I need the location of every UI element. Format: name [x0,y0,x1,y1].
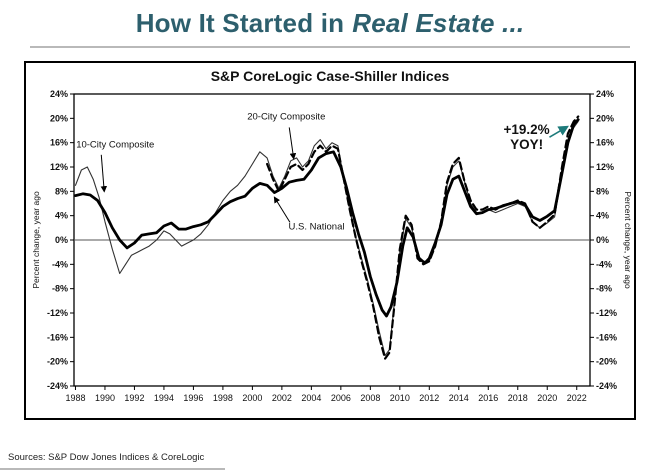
svg-text:1994: 1994 [154,393,174,403]
svg-text:16%: 16% [596,138,614,148]
y-axis-title-right: Percent change, year ago [623,191,632,289]
svg-text:-24%: -24% [596,381,617,391]
svg-text:-8%: -8% [596,284,612,294]
svg-text:-4%: -4% [596,259,612,269]
svg-text:-12%: -12% [596,308,617,318]
svg-text:-20%: -20% [47,357,68,367]
sources-note: Sources: S&P Dow Jones Indices & CoreLog… [8,452,205,463]
y-axis-labels: -24% -24% -20% -20% -16% -16% -12% -12% -8% -8% -4… [47,89,617,391]
svg-text:2016: 2016 [478,393,498,403]
label-u-s-national: U.S. National [289,222,345,233]
title-divider [30,46,630,48]
svg-text:1988: 1988 [65,393,85,403]
chart-frame: S&P CoreLogic Case-Shiller Indices -24% -… [24,61,636,420]
svg-text:2014: 2014 [449,393,469,403]
svg-text:12%: 12% [50,162,68,172]
svg-text:8%: 8% [596,186,609,196]
svg-text:24%: 24% [50,89,68,99]
svg-text:2006: 2006 [331,393,351,403]
page-title-italic: Real Estate ... [352,8,525,38]
footer-divider [0,468,225,470]
svg-text:2004: 2004 [301,393,321,403]
svg-text:16%: 16% [50,138,68,148]
svg-text:4%: 4% [55,211,68,221]
svg-text:0%: 0% [596,235,609,245]
svg-text:1996: 1996 [183,393,203,403]
svg-text:4%: 4% [596,211,609,221]
label-10-city-composite: 10-City Composite [76,140,154,151]
svg-text:2002: 2002 [272,393,292,403]
series-u-s-national-line [74,118,580,318]
case-shiller-chart: -24% -24% -20% -20% -16% -16% -12% -12% -8% -8% -4… [31,89,632,403]
annotation-yoy-value: +19.2% [504,122,550,137]
svg-text:2008: 2008 [360,393,380,403]
svg-text:1990: 1990 [95,393,115,403]
svg-text:-24%: -24% [47,381,68,391]
svg-text:1992: 1992 [124,393,144,403]
svg-text:2022: 2022 [567,393,587,403]
svg-text:2018: 2018 [508,393,528,403]
svg-text:12%: 12% [596,162,614,172]
label-arrow-20-city-composite [288,127,297,160]
svg-text:-8%: -8% [52,284,68,294]
svg-text:2020: 2020 [537,393,557,403]
label-arrow-10-city-composite [100,154,108,193]
label-arrow-u-s-national [273,196,291,223]
svg-text:-16%: -16% [596,332,617,342]
chart-title: S&P CoreLogic Case-Shiller Indices [210,68,450,84]
svg-text:2010: 2010 [390,393,410,403]
annotation-arrow [549,125,569,138]
svg-text:24%: 24% [596,89,614,99]
label-20-city-composite: 20-City Composite [247,112,325,123]
svg-text:-20%: -20% [596,357,617,367]
page-title-regular: How It Started in [135,8,345,38]
page-title: How It Started in Real Estate ... [0,0,660,39]
svg-text:0%: 0% [55,235,68,245]
annotation-yoy-label: YOY! [510,137,543,152]
y-axis-title-left: Percent change, year ago [31,191,41,289]
svg-text:1998: 1998 [213,393,233,403]
svg-text:20%: 20% [596,113,614,123]
svg-text:-4%: -4% [52,259,68,269]
svg-text:2000: 2000 [242,393,262,403]
svg-text:8%: 8% [55,186,68,196]
svg-text:-12%: -12% [47,308,68,318]
svg-text:2012: 2012 [419,393,439,403]
svg-text:20%: 20% [50,113,68,123]
svg-text:-16%: -16% [47,332,68,342]
x-axis-labels: 1988 1990 1992 1994 1996 1998 2000 2002 2004 2006… [65,386,587,403]
